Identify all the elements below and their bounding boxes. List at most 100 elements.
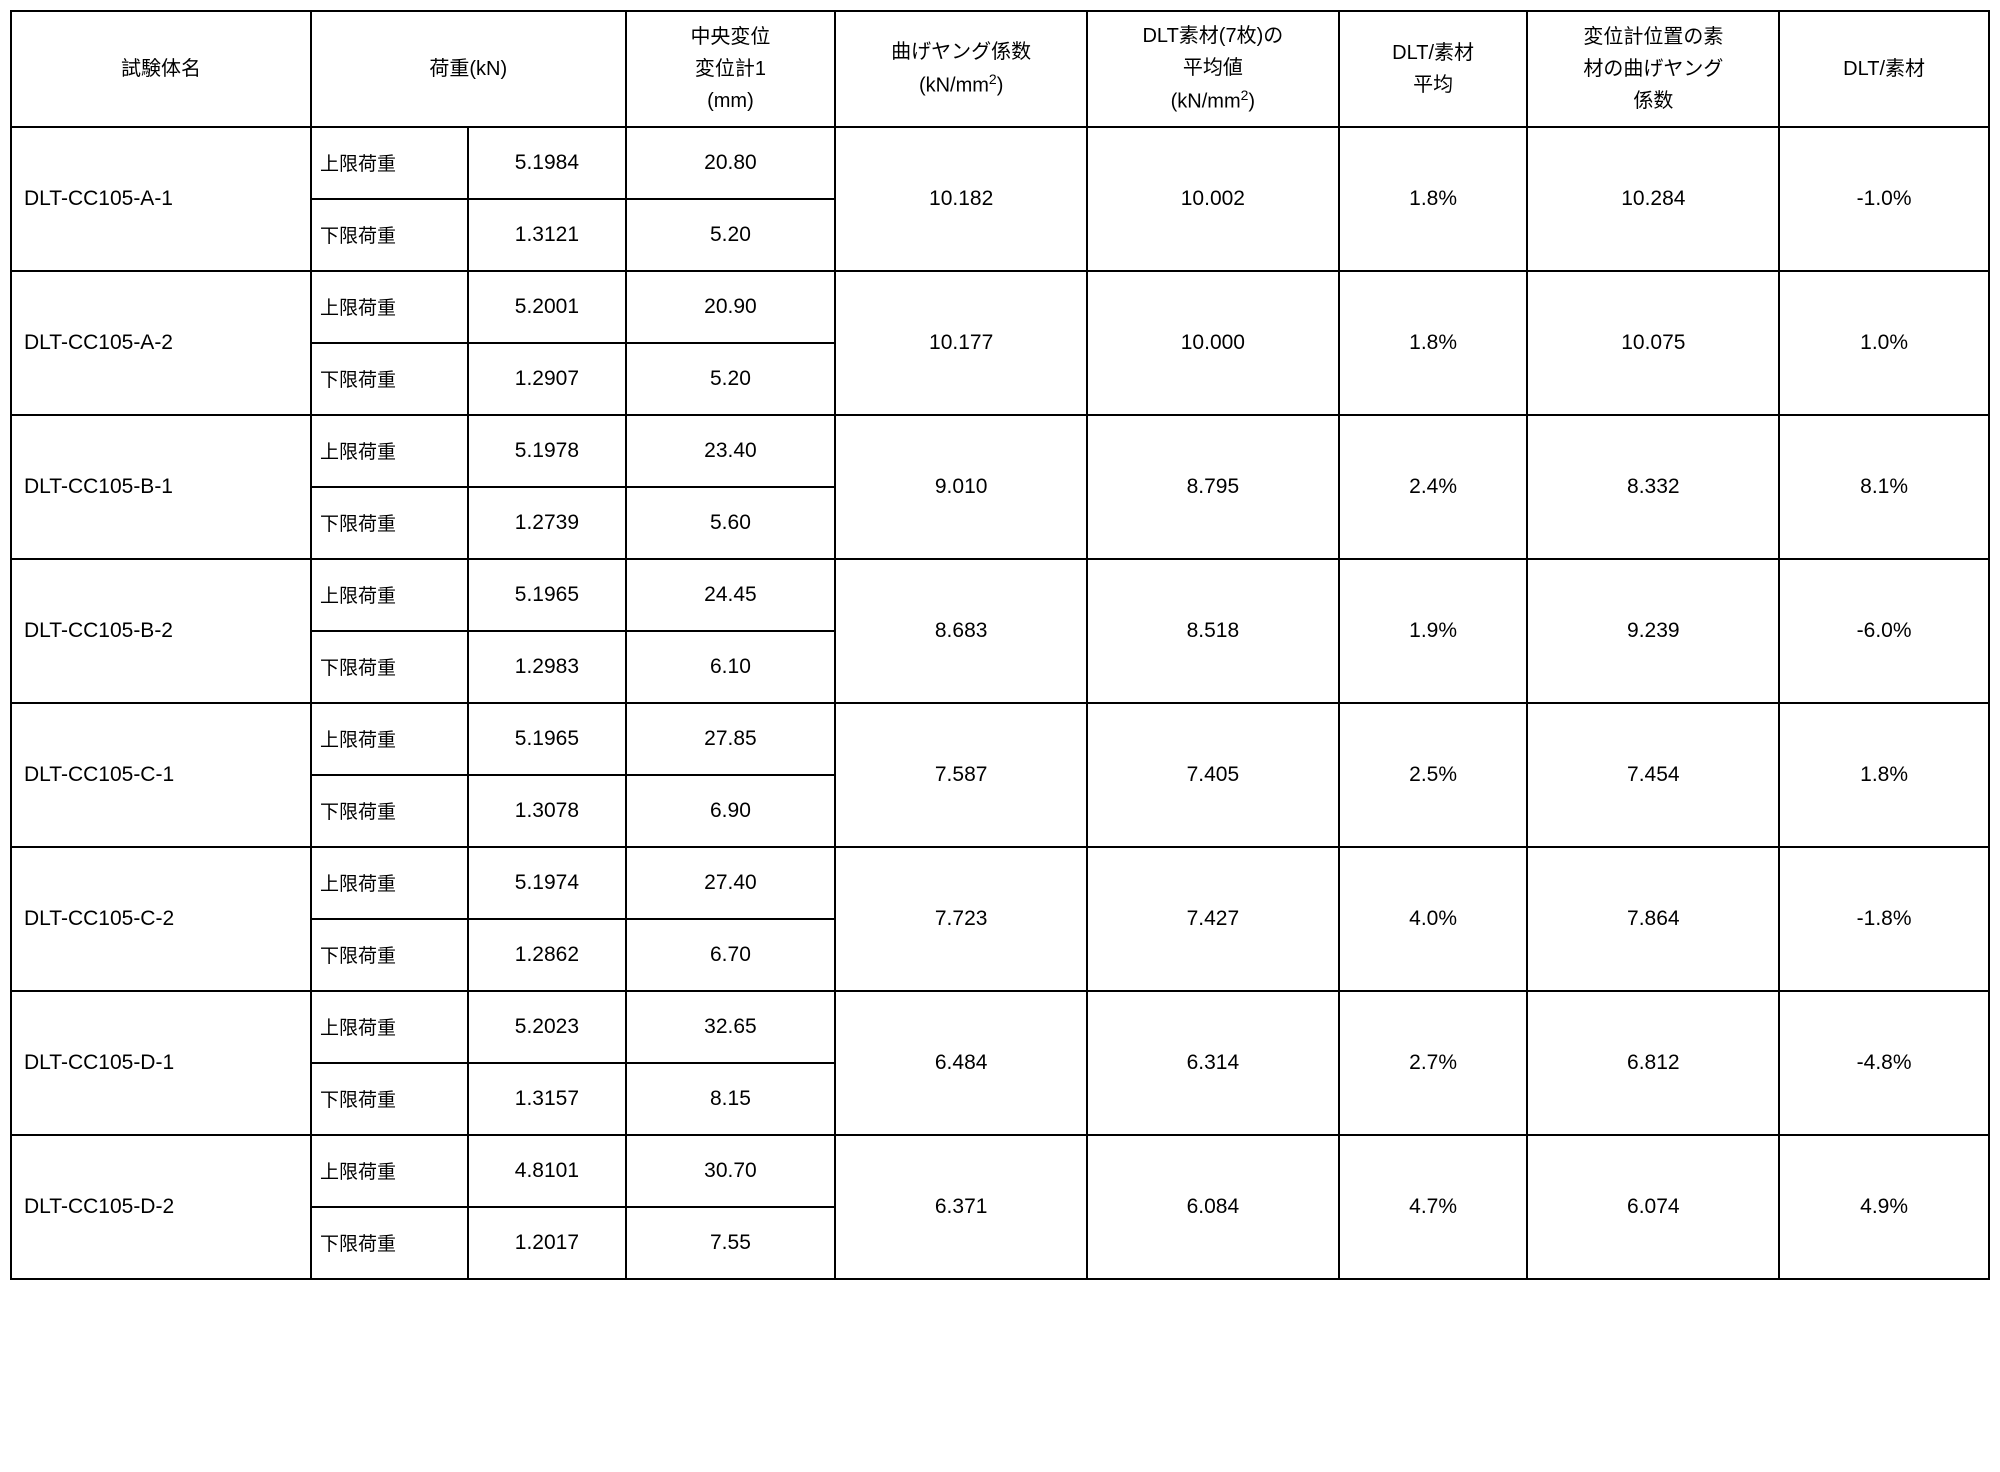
dlt-average-value: 6.314 xyxy=(1087,991,1339,1135)
header-ratio-average: DLT/素材平均 xyxy=(1339,11,1528,127)
header-ratio-material: DLT/素材 xyxy=(1779,11,1989,127)
table-row: DLT-CC105-D-1上限荷重5.202332.656.4846.3142.… xyxy=(11,991,1989,1063)
header-dlt-average: DLT素材(7枚)の平均値(kN/mm2) xyxy=(1087,11,1339,127)
lower-load-value: 1.2862 xyxy=(468,919,625,991)
position-young-value: 9.239 xyxy=(1527,559,1779,703)
lower-load-label: 下限荷重 xyxy=(311,631,468,703)
ratio-average-value: 4.0% xyxy=(1339,847,1528,991)
upper-load-value: 5.1974 xyxy=(468,847,625,919)
young-modulus-value: 9.010 xyxy=(835,415,1087,559)
table-row: DLT-CC105-B-2上限荷重5.196524.458.6838.5181.… xyxy=(11,559,1989,631)
table-row: DLT-CC105-A-2上限荷重5.200120.9010.17710.000… xyxy=(11,271,1989,343)
young-modulus-value: 8.683 xyxy=(835,559,1087,703)
position-young-value: 7.864 xyxy=(1527,847,1779,991)
upper-load-value: 5.1965 xyxy=(468,559,625,631)
lower-displacement-value: 6.70 xyxy=(626,919,836,991)
lower-displacement-value: 7.55 xyxy=(626,1207,836,1279)
header-position-young: 変位計位置の素材の曲げヤング係数 xyxy=(1527,11,1779,127)
upper-displacement-value: 20.80 xyxy=(626,127,836,199)
young-modulus-value: 10.177 xyxy=(835,271,1087,415)
lower-load-label: 下限荷重 xyxy=(311,1063,468,1135)
upper-displacement-value: 23.40 xyxy=(626,415,836,487)
lower-load-value: 1.3078 xyxy=(468,775,625,847)
table-row: DLT-CC105-C-2上限荷重5.197427.407.7237.4274.… xyxy=(11,847,1989,919)
ratio-average-value: 4.7% xyxy=(1339,1135,1528,1279)
position-young-value: 10.075 xyxy=(1527,271,1779,415)
lower-load-label: 下限荷重 xyxy=(311,919,468,991)
lower-displacement-value: 5.20 xyxy=(626,199,836,271)
upper-load-label: 上限荷重 xyxy=(311,703,468,775)
upper-load-label: 上限荷重 xyxy=(311,559,468,631)
ratio-material-value: 8.1% xyxy=(1779,415,1989,559)
ratio-average-value: 2.7% xyxy=(1339,991,1528,1135)
upper-displacement-value: 30.70 xyxy=(626,1135,836,1207)
ratio-average-value: 1.9% xyxy=(1339,559,1528,703)
position-young-value: 7.454 xyxy=(1527,703,1779,847)
upper-load-value: 4.8101 xyxy=(468,1135,625,1207)
lower-displacement-value: 6.90 xyxy=(626,775,836,847)
ratio-material-value: 1.0% xyxy=(1779,271,1989,415)
position-young-value: 6.074 xyxy=(1527,1135,1779,1279)
dlt-average-value: 8.795 xyxy=(1087,415,1339,559)
dlt-average-value: 6.084 xyxy=(1087,1135,1339,1279)
table-row: DLT-CC105-A-1上限荷重5.198420.8010.18210.002… xyxy=(11,127,1989,199)
specimen-name-cell: DLT-CC105-B-1 xyxy=(11,415,311,559)
table-row: DLT-CC105-C-1上限荷重5.196527.857.5877.4052.… xyxy=(11,703,1989,775)
header-displacement: 中央変位変位計1(mm) xyxy=(626,11,836,127)
lower-load-value: 1.2739 xyxy=(468,487,625,559)
ratio-material-value: -4.8% xyxy=(1779,991,1989,1135)
ratio-material-value: -1.8% xyxy=(1779,847,1989,991)
upper-load-value: 5.1965 xyxy=(468,703,625,775)
young-modulus-value: 10.182 xyxy=(835,127,1087,271)
lower-displacement-value: 8.15 xyxy=(626,1063,836,1135)
position-young-value: 10.284 xyxy=(1527,127,1779,271)
dlt-average-value: 7.427 xyxy=(1087,847,1339,991)
lower-load-value: 1.2907 xyxy=(468,343,625,415)
young-modulus-value: 6.484 xyxy=(835,991,1087,1135)
header-specimen: 試験体名 xyxy=(11,11,311,127)
header-young-modulus: 曲げヤング係数(kN/mm2) xyxy=(835,11,1087,127)
specimen-name-cell: DLT-CC105-C-2 xyxy=(11,847,311,991)
table-row: DLT-CC105-B-1上限荷重5.197823.409.0108.7952.… xyxy=(11,415,1989,487)
upper-displacement-value: 24.45 xyxy=(626,559,836,631)
specimen-name-cell: DLT-CC105-C-1 xyxy=(11,703,311,847)
ratio-average-value: 1.8% xyxy=(1339,271,1528,415)
position-young-value: 8.332 xyxy=(1527,415,1779,559)
upper-load-label: 上限荷重 xyxy=(311,1135,468,1207)
upper-load-label: 上限荷重 xyxy=(311,991,468,1063)
ratio-material-value: -6.0% xyxy=(1779,559,1989,703)
young-modulus-value: 6.371 xyxy=(835,1135,1087,1279)
table-row: DLT-CC105-D-2上限荷重4.810130.706.3716.0844.… xyxy=(11,1135,1989,1207)
specimen-data-table: 試験体名 荷重(kN) 中央変位変位計1(mm) 曲げヤング係数(kN/mm2)… xyxy=(10,10,1990,1280)
upper-displacement-value: 32.65 xyxy=(626,991,836,1063)
lower-displacement-value: 6.10 xyxy=(626,631,836,703)
upper-displacement-value: 20.90 xyxy=(626,271,836,343)
dlt-average-value: 8.518 xyxy=(1087,559,1339,703)
ratio-average-value: 1.8% xyxy=(1339,127,1528,271)
header-load: 荷重(kN) xyxy=(311,11,626,127)
lower-load-label: 下限荷重 xyxy=(311,199,468,271)
upper-load-label: 上限荷重 xyxy=(311,127,468,199)
lower-load-label: 下限荷重 xyxy=(311,1207,468,1279)
lower-displacement-value: 5.20 xyxy=(626,343,836,415)
ratio-average-value: 2.4% xyxy=(1339,415,1528,559)
dlt-average-value: 10.002 xyxy=(1087,127,1339,271)
dlt-average-value: 10.000 xyxy=(1087,271,1339,415)
lower-load-value: 1.3157 xyxy=(468,1063,625,1135)
ratio-material-value: 4.9% xyxy=(1779,1135,1989,1279)
specimen-name-cell: DLT-CC105-D-2 xyxy=(11,1135,311,1279)
specimen-name-cell: DLT-CC105-D-1 xyxy=(11,991,311,1135)
specimen-name-cell: DLT-CC105-A-2 xyxy=(11,271,311,415)
lower-load-value: 1.3121 xyxy=(468,199,625,271)
lower-load-label: 下限荷重 xyxy=(311,775,468,847)
ratio-material-value: -1.0% xyxy=(1779,127,1989,271)
lower-displacement-value: 5.60 xyxy=(626,487,836,559)
upper-displacement-value: 27.40 xyxy=(626,847,836,919)
ratio-material-value: 1.8% xyxy=(1779,703,1989,847)
position-young-value: 6.812 xyxy=(1527,991,1779,1135)
table-body: DLT-CC105-A-1上限荷重5.198420.8010.18210.002… xyxy=(11,127,1989,1279)
upper-load-value: 5.1984 xyxy=(468,127,625,199)
young-modulus-value: 7.723 xyxy=(835,847,1087,991)
table-header-row: 試験体名 荷重(kN) 中央変位変位計1(mm) 曲げヤング係数(kN/mm2)… xyxy=(11,11,1989,127)
ratio-average-value: 2.5% xyxy=(1339,703,1528,847)
